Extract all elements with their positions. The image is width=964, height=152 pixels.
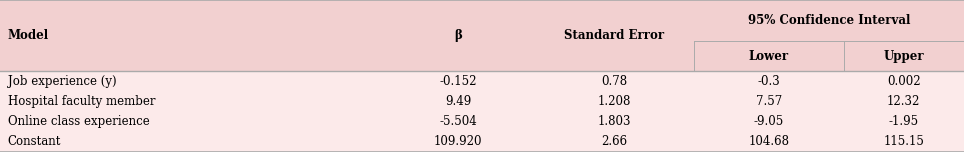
Text: -9.05: -9.05 <box>754 115 784 128</box>
Text: -0.3: -0.3 <box>758 75 780 88</box>
Text: 0.78: 0.78 <box>602 75 628 88</box>
Text: 9.49: 9.49 <box>444 95 471 108</box>
Text: 7.57: 7.57 <box>756 95 782 108</box>
Text: Hospital faculty member: Hospital faculty member <box>8 95 155 108</box>
Text: 1.208: 1.208 <box>598 95 631 108</box>
Text: -5.504: -5.504 <box>439 115 477 128</box>
Text: Upper: Upper <box>883 50 924 63</box>
Text: -1.95: -1.95 <box>889 115 919 128</box>
Text: 109.920: 109.920 <box>434 135 482 149</box>
Text: 2.66: 2.66 <box>602 135 628 149</box>
Bar <box>0 132 964 152</box>
Text: Job experience (y): Job experience (y) <box>8 75 117 88</box>
Text: Constant: Constant <box>8 135 61 149</box>
Bar <box>0 92 964 112</box>
Text: -0.152: -0.152 <box>440 75 476 88</box>
Text: 12.32: 12.32 <box>887 95 921 108</box>
Text: 115.15: 115.15 <box>883 135 924 149</box>
Text: β: β <box>454 29 462 42</box>
Text: Standard Error: Standard Error <box>565 29 664 42</box>
Text: 95% Confidence Interval: 95% Confidence Interval <box>748 14 910 27</box>
Text: Model: Model <box>8 29 49 42</box>
Text: 104.68: 104.68 <box>748 135 790 149</box>
Text: 0.002: 0.002 <box>887 75 921 88</box>
Bar <box>0 112 964 132</box>
Text: Lower: Lower <box>749 50 789 63</box>
Text: 1.803: 1.803 <box>598 115 631 128</box>
Bar <box>0 71 964 92</box>
Text: Online class experience: Online class experience <box>8 115 149 128</box>
Bar <box>0 0 964 71</box>
